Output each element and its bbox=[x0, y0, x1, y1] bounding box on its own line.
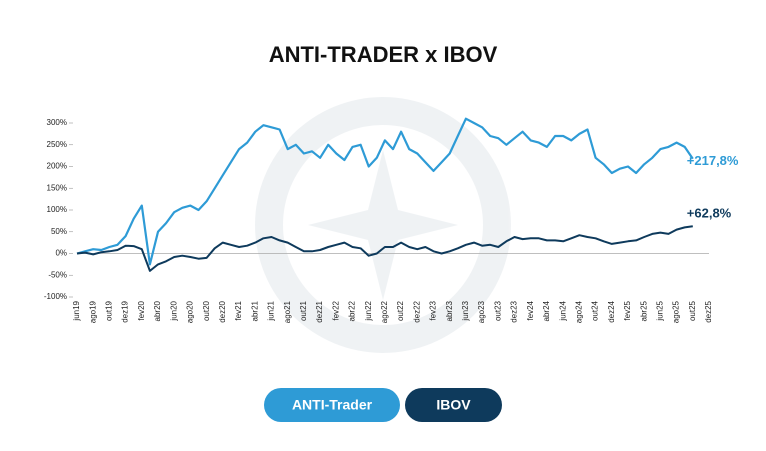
legend-item bbox=[405, 388, 502, 422]
chart-title: ANTI-TRADER x IBOV bbox=[269, 42, 498, 67]
x-tick-label: jun19 bbox=[72, 300, 81, 321]
series-line bbox=[76, 225, 693, 272]
x-tick-label: ago23 bbox=[477, 300, 486, 323]
y-tick-label: 50% bbox=[51, 227, 67, 236]
x-tick-label: abr23 bbox=[445, 300, 454, 321]
y-tick-label: -100% bbox=[44, 292, 67, 301]
x-tick-label: jun25 bbox=[655, 300, 664, 321]
end-label: +217,8% bbox=[687, 153, 739, 168]
legend-label: IBOV bbox=[436, 397, 471, 413]
x-tick-label: ago22 bbox=[380, 300, 389, 323]
x-tick-label: dez23 bbox=[510, 300, 519, 322]
x-tick-label: ago19 bbox=[88, 300, 97, 323]
y-tick-label: -50% bbox=[48, 270, 67, 279]
x-tick-label: fev20 bbox=[137, 300, 146, 320]
x-tick-label: jun23 bbox=[461, 300, 470, 321]
x-tick-label: out22 bbox=[396, 300, 405, 321]
y-tick-label: 0% bbox=[55, 249, 67, 258]
y-tick-label: 300% bbox=[47, 118, 67, 127]
x-tick-label: fev22 bbox=[331, 300, 340, 320]
x-tick-label: dez25 bbox=[704, 300, 713, 322]
x-tick-label: fev21 bbox=[234, 300, 243, 320]
x-tick-label: ago21 bbox=[283, 300, 292, 323]
x-tick-label: jun20 bbox=[169, 300, 178, 321]
legend-item bbox=[264, 388, 400, 422]
x-tick-label: dez21 bbox=[315, 300, 324, 322]
x-tick-label: fev25 bbox=[623, 300, 632, 320]
x-tick-label: dez24 bbox=[607, 300, 616, 322]
x-tick-label: jun22 bbox=[364, 300, 373, 321]
x-tick-label: dez22 bbox=[412, 300, 421, 322]
x-tick-label: ago20 bbox=[186, 300, 195, 323]
end-label: +62,8% bbox=[687, 206, 732, 221]
x-tick-label: dez19 bbox=[121, 300, 130, 322]
legend-label: ANTI-Trader bbox=[292, 397, 373, 413]
x-tick-label: out21 bbox=[299, 300, 308, 321]
x-tick-label: abr21 bbox=[250, 300, 259, 321]
watermark bbox=[255, 97, 511, 353]
x-tick-label: abr25 bbox=[639, 300, 648, 321]
x-tick-label: abr20 bbox=[153, 300, 162, 321]
x-tick-label: fev23 bbox=[429, 300, 438, 320]
x-tick-label: jun24 bbox=[558, 300, 567, 321]
x-tick-label: abr24 bbox=[542, 300, 551, 321]
x-tick-label: jun21 bbox=[267, 300, 276, 321]
x-tick-label: fev24 bbox=[526, 300, 535, 320]
series-line bbox=[76, 117, 694, 266]
x-tick-label: ago25 bbox=[672, 300, 681, 323]
y-tick-label: 150% bbox=[47, 183, 67, 192]
x-tick-label: abr22 bbox=[348, 300, 357, 321]
y-tick-label: 100% bbox=[47, 205, 67, 214]
y-tick-label: 200% bbox=[47, 162, 67, 171]
x-tick-label: out24 bbox=[591, 300, 600, 321]
x-tick-label: dez20 bbox=[218, 300, 227, 322]
x-tick-label: out23 bbox=[493, 300, 502, 321]
x-tick-label: out19 bbox=[105, 300, 114, 321]
x-tick-label: ago24 bbox=[574, 300, 583, 323]
y-tick-label: 250% bbox=[47, 140, 67, 149]
x-tick-label: out20 bbox=[202, 300, 211, 321]
x-tick-label: out25 bbox=[688, 300, 697, 321]
